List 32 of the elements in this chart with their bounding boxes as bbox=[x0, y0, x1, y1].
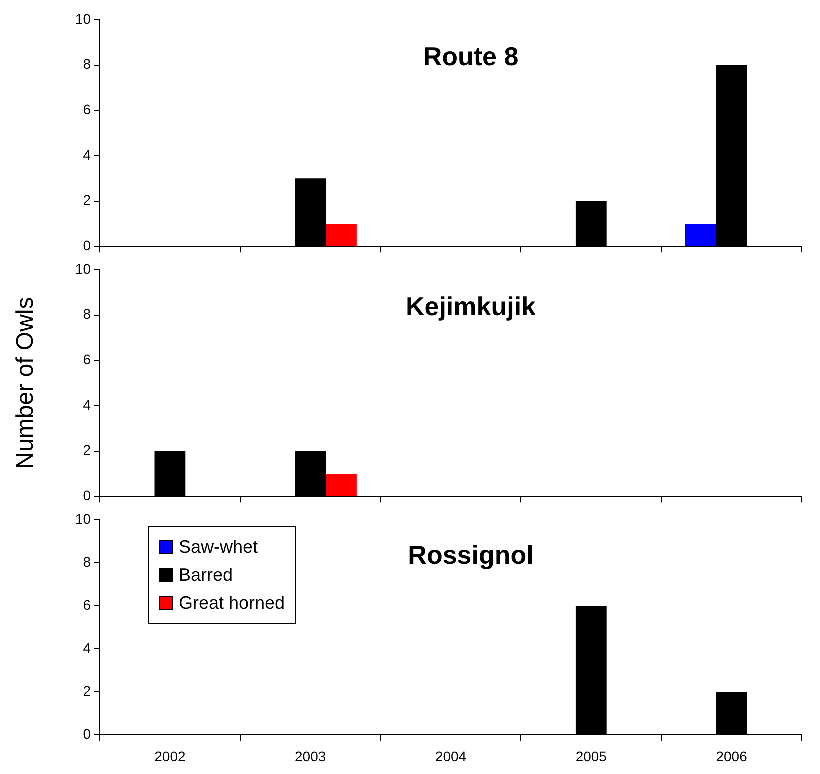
legend-label: Great horned bbox=[179, 592, 286, 615]
y-tick-label: 0 bbox=[83, 726, 92, 742]
y-tick-label: 8 bbox=[83, 56, 92, 72]
legend-label: Saw-whet bbox=[179, 536, 258, 559]
y-tick-label: 6 bbox=[83, 352, 92, 368]
y-tick-label: 4 bbox=[83, 640, 92, 656]
y-tick-label: 10 bbox=[75, 10, 92, 27]
y-tick-label: 2 bbox=[83, 442, 92, 458]
y-tick-label: 8 bbox=[83, 306, 92, 322]
bar bbox=[326, 224, 357, 246]
y-tick-label: 10 bbox=[75, 510, 92, 527]
y-tick-label: 2 bbox=[83, 192, 92, 208]
y-tick-label: 6 bbox=[83, 596, 92, 613]
legend-label: Barred bbox=[179, 564, 234, 587]
y-tick-label: 4 bbox=[83, 396, 92, 413]
text: Kejimkujik bbox=[406, 292, 537, 322]
y-tick-label: 2 bbox=[83, 683, 92, 700]
y-tick-label: 10 bbox=[75, 260, 92, 277]
y-tick-label: 8 bbox=[83, 554, 92, 570]
y-tick-label: 0 bbox=[83, 487, 92, 504]
text: Rossignol bbox=[408, 540, 534, 570]
y-tick-label: 4 bbox=[83, 146, 92, 163]
x-tick-label: 2003 bbox=[295, 748, 326, 764]
x-tick-label: 2002 bbox=[154, 748, 186, 764]
text: Route 8 bbox=[423, 42, 519, 72]
y-axis-title: Number of Owls bbox=[12, 297, 40, 470]
bar bbox=[685, 224, 716, 246]
x-tick-label: 2005 bbox=[576, 748, 608, 764]
y-tick-label: 0 bbox=[83, 237, 92, 254]
y-tick-label: 6 bbox=[83, 102, 92, 118]
x-tick-label: 2006 bbox=[716, 748, 748, 764]
x-tick-label: 2004 bbox=[435, 748, 467, 764]
